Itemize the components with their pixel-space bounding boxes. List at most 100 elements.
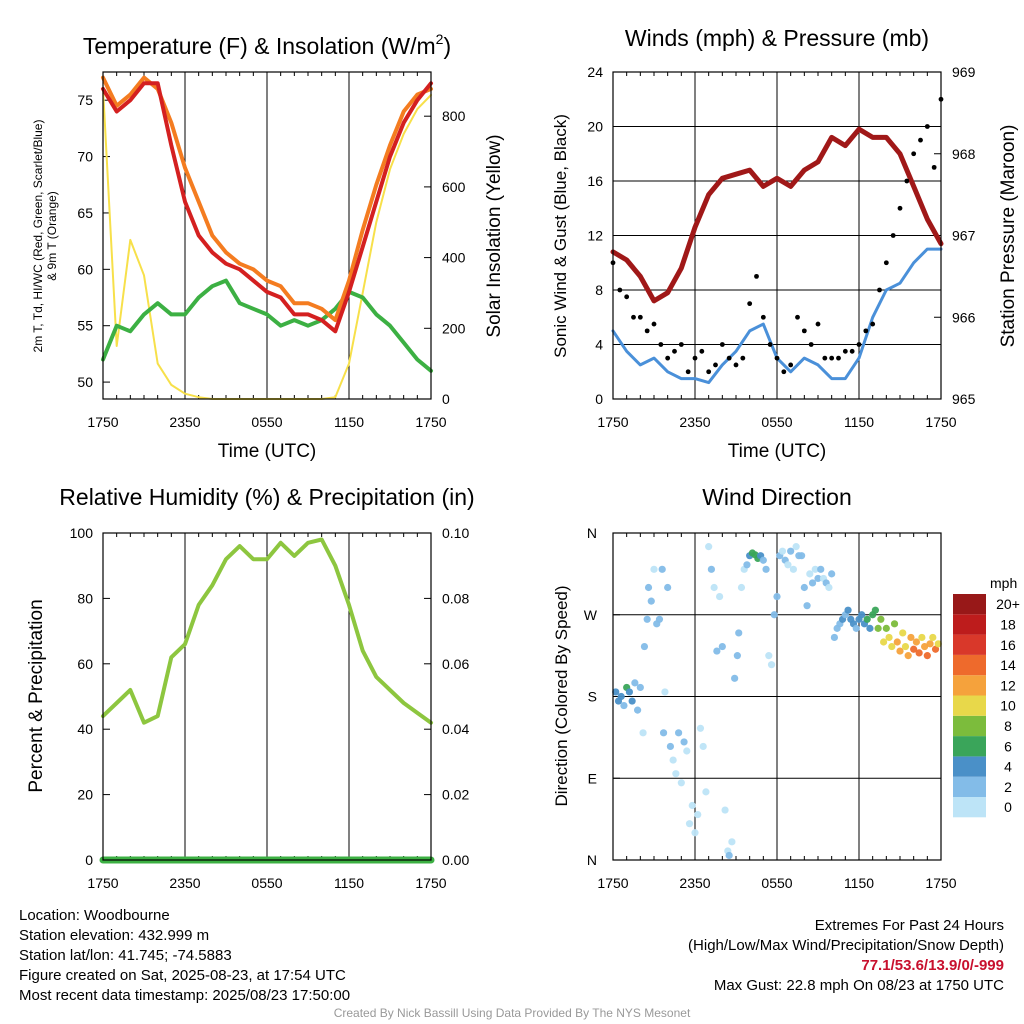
- direction-point: [808, 579, 817, 587]
- gust-point: [822, 355, 828, 361]
- direction-point: [640, 642, 649, 651]
- x-tick-label: 1150: [844, 875, 874, 891]
- y-tick-label: 55: [77, 318, 93, 334]
- y-tick-label: 40: [77, 721, 93, 737]
- y-tick-label: 20: [587, 119, 603, 135]
- x-tick-label: 1750: [597, 414, 628, 430]
- direction-point: [672, 770, 680, 778]
- direction-point: [631, 679, 639, 687]
- direction-point: [929, 633, 937, 642]
- gust-point: [692, 355, 698, 361]
- x-tick-label: 2350: [679, 875, 710, 891]
- gust-point: [815, 321, 821, 327]
- gust-point: [767, 342, 773, 347]
- y2-tick-label: 200: [442, 320, 466, 336]
- y-tick-label: E: [588, 770, 597, 786]
- direction-point: [784, 561, 792, 569]
- extremes-values: 77.1/53.6/13.9/0/-999: [861, 957, 1004, 974]
- direction-point: [789, 565, 798, 573]
- gust-point: [877, 287, 882, 293]
- x-axis-label: Time (UTC): [218, 441, 317, 462]
- gust-point: [678, 342, 684, 347]
- gust-point: [897, 205, 903, 211]
- y-axis-label-group: Direction (Colored By Speed): [552, 585, 571, 806]
- y-tick-label: 0: [595, 391, 603, 407]
- gust-point: [733, 362, 739, 368]
- colorbar-label: 10: [1000, 698, 1016, 714]
- y-tick-label: 75: [77, 92, 93, 108]
- x-tick-label: 1750: [415, 875, 446, 891]
- direction-point: [680, 738, 688, 746]
- y-tick-label: 60: [77, 656, 93, 672]
- direction-point: [882, 624, 890, 632]
- gust-point: [924, 124, 930, 129]
- direction-point: [912, 638, 921, 646]
- direction-point: [625, 688, 634, 696]
- direction-point: [926, 640, 934, 648]
- x-tick-label: 0550: [251, 875, 282, 891]
- x-tick-label: 1750: [87, 875, 118, 891]
- y-axis-label: 2m T, Td, HI/WC (Red, Green, Scarlet/Blu…: [31, 120, 45, 353]
- x-axis-label: Time (UTC): [728, 441, 827, 462]
- direction-point: [716, 592, 724, 601]
- chart-title: Temperature (F) & Insolation (W/m2): [83, 31, 451, 59]
- colorbar-swatch: [953, 797, 986, 818]
- chart-title: Wind Direction: [702, 484, 852, 510]
- colorbar-label: 18: [1000, 616, 1016, 632]
- direction-point: [737, 583, 746, 592]
- direction-point: [636, 683, 644, 692]
- figure-created: Figure created on Sat, 2025-08-23, at 17…: [19, 967, 346, 984]
- plot-border: [612, 71, 942, 400]
- direction-point: [666, 742, 675, 751]
- credit-line: Created By Nick Bassill Using Data Provi…: [333, 1006, 691, 1020]
- colorbar-swatch: [953, 756, 986, 777]
- direction-point: [628, 697, 636, 705]
- gust-point: [788, 362, 794, 368]
- direction-point: [731, 674, 739, 682]
- direction-point: [721, 806, 729, 814]
- direction-point: [896, 647, 904, 655]
- y-tick-label: 100: [70, 525, 94, 541]
- colorbar-swatch: [953, 634, 986, 655]
- gust-point: [781, 369, 787, 375]
- gust-point: [658, 342, 664, 347]
- gust-point: [740, 355, 746, 361]
- recent-data-timestamp: Most recent data timestamp: 2025/08/23 1…: [19, 987, 351, 1004]
- gust-point: [760, 314, 766, 320]
- gust-point: [719, 342, 725, 347]
- direction-point: [904, 652, 912, 660]
- series-line: [101, 81, 433, 334]
- colorbar-swatch: [953, 614, 986, 635]
- direction-point: [688, 801, 696, 810]
- gust-point: [890, 233, 896, 238]
- direction-point: [858, 611, 866, 619]
- max-gust: Max Gust: 22.8 mph On 08/23 at 1750 UTC: [713, 977, 1004, 994]
- direction-point: [617, 692, 625, 701]
- gust-point: [931, 164, 937, 170]
- direction-point: [650, 565, 658, 573]
- direction-point: [702, 788, 710, 796]
- direction-point: [659, 729, 668, 737]
- y-tick-label: S: [588, 689, 597, 705]
- direction-point: [658, 565, 666, 573]
- direction-point: [830, 633, 839, 642]
- gust-point: [747, 301, 753, 307]
- plot-border: [102, 532, 432, 861]
- gust-point: [836, 355, 841, 361]
- y2-axis-label: Station Pressure (Maroon): [998, 125, 1019, 348]
- colorbar-label: 6: [1004, 738, 1012, 754]
- y-axis-label-group: Percent & Precipitation: [26, 599, 47, 792]
- y-axis-label: Direction (Colored By Speed): [552, 585, 571, 806]
- direction-point: [901, 642, 910, 651]
- colorbar-label: 16: [1000, 637, 1016, 653]
- plot-border: [102, 71, 432, 400]
- gust-point: [849, 348, 855, 354]
- direction-point: [806, 570, 814, 578]
- gust-point: [795, 314, 800, 320]
- y-tick-label: N: [587, 525, 597, 541]
- y2-axis-label: Solar Insolation (Yellow): [484, 134, 505, 337]
- direction-point: [800, 583, 808, 592]
- y-axis-label-group: 2m T, Td, HI/WC (Red, Green, Scarlet/Blu…: [31, 120, 59, 353]
- x-tick-label: 1750: [87, 414, 118, 430]
- direction-point: [669, 756, 677, 764]
